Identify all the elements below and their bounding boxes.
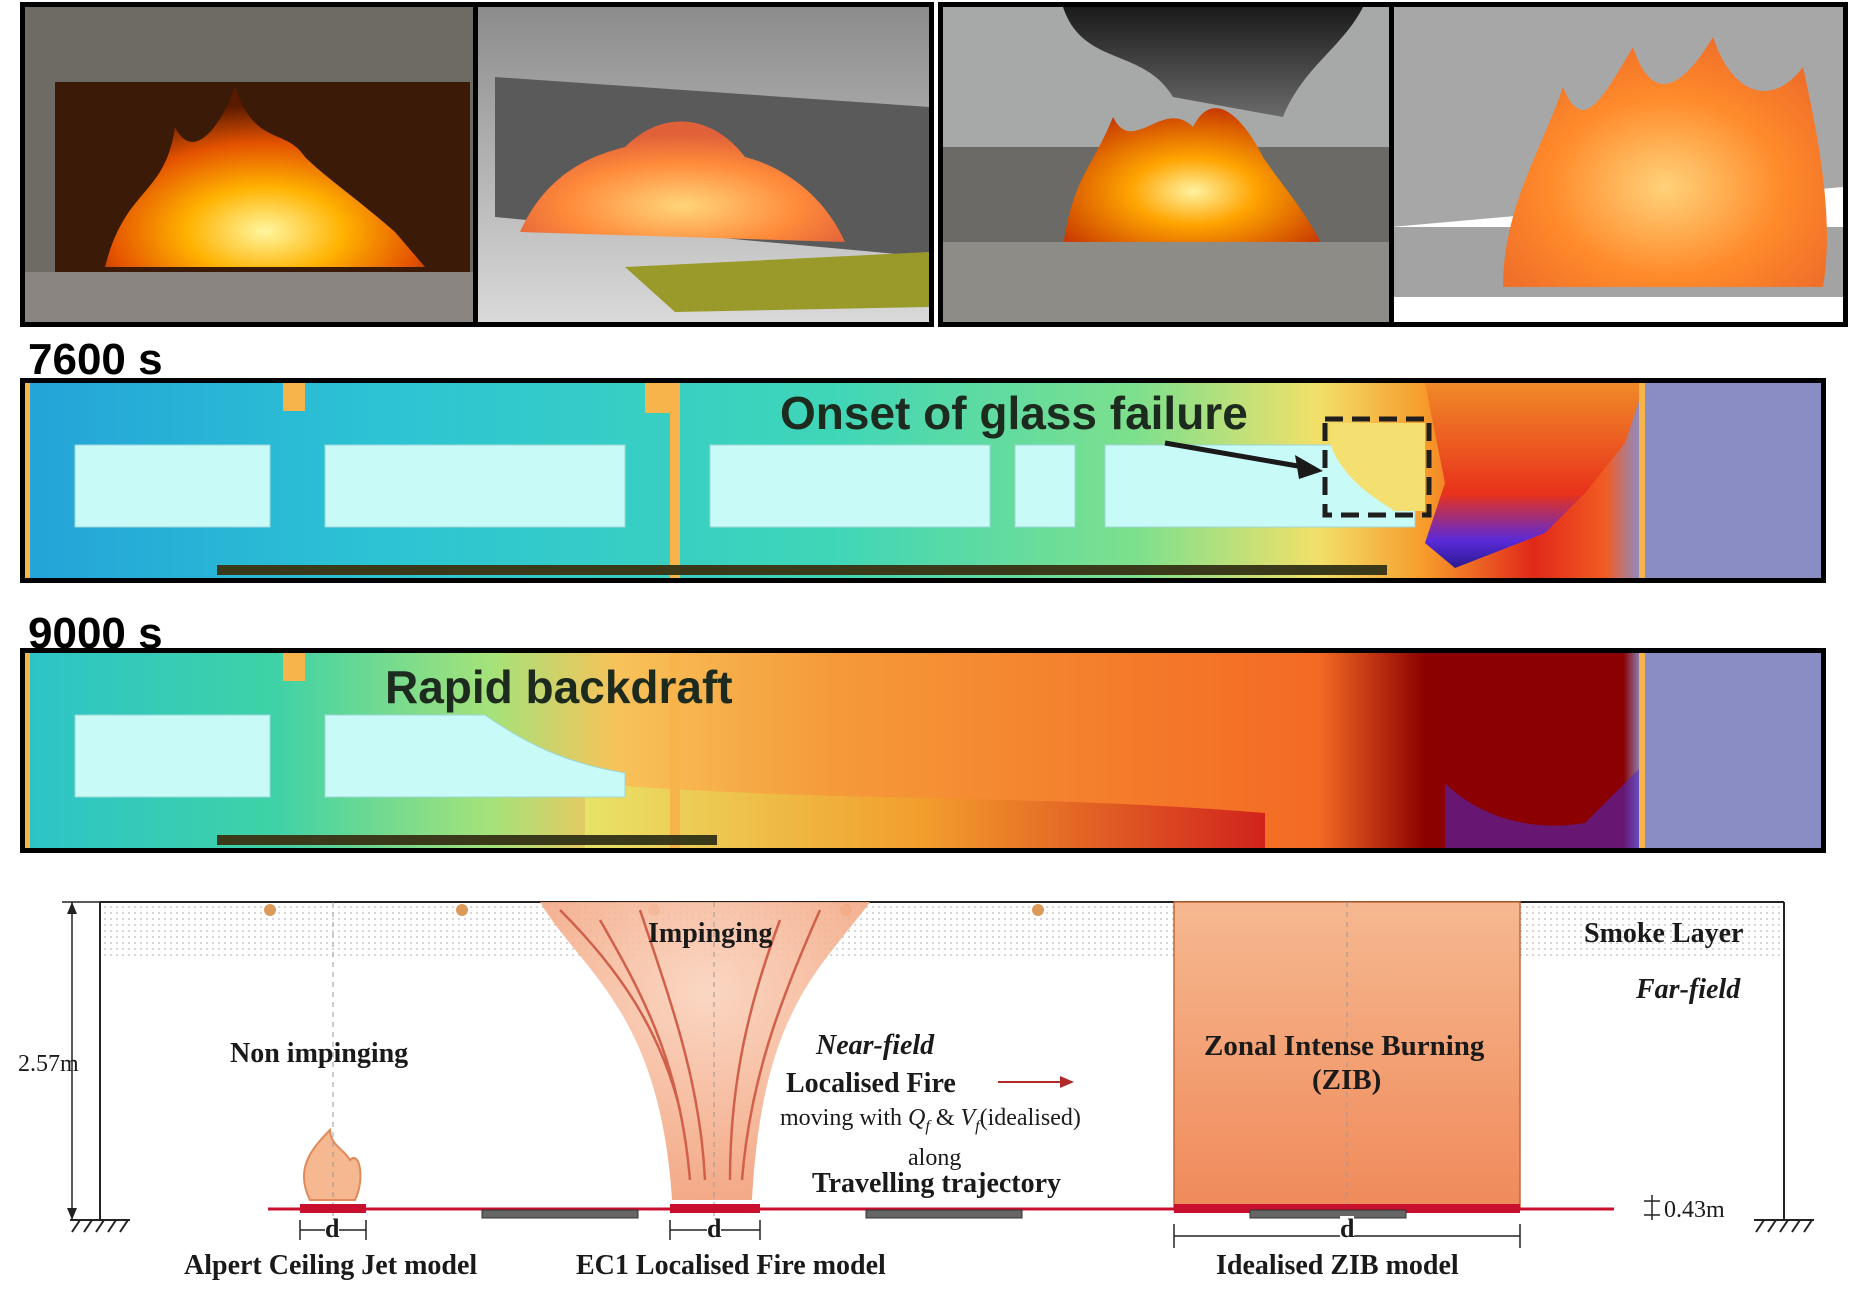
near-field-label: Near-field xyxy=(816,1030,935,1061)
along-label: along xyxy=(908,1145,962,1171)
fuel-tray xyxy=(1249,1209,1407,1219)
window-pane xyxy=(1014,444,1076,528)
annotation-arrow-line xyxy=(1164,440,1316,472)
smoke-layer-band xyxy=(100,902,1784,960)
impinging-plume xyxy=(540,902,870,1200)
d-label-zib: d xyxy=(1340,1214,1355,1243)
height-label: 2.57m xyxy=(18,1051,79,1077)
fire-photo-pair-left xyxy=(25,7,929,322)
dimension-arrow-bottom xyxy=(67,1208,77,1220)
moving-suffix: (idealised) xyxy=(979,1105,1081,1131)
window-pane xyxy=(74,714,271,798)
simulation-panel-7600 xyxy=(20,378,1826,583)
glass-failure-highlight-box xyxy=(1322,416,1432,518)
localised-fire-label: Localised Fire xyxy=(786,1068,956,1099)
plume-streamlines xyxy=(559,909,822,1181)
glass-breach xyxy=(1330,423,1425,511)
window-pane xyxy=(74,444,271,528)
ceiling-sensor xyxy=(1032,904,1044,916)
non-impinging-label: Non impinging xyxy=(230,1038,409,1069)
moving-with-label: moving with Qf & Vf(idealised) xyxy=(780,1106,1081,1135)
exterior-region xyxy=(1643,653,1821,848)
v-subscript: f xyxy=(975,1117,980,1135)
photo-divider-2 xyxy=(1389,7,1394,322)
fuel-bed-strip xyxy=(217,565,1387,575)
time-label-7600: 7600 s xyxy=(28,335,163,384)
render-flame xyxy=(520,121,845,242)
window-pane xyxy=(709,444,991,528)
flame-shape xyxy=(105,87,425,267)
smoke-plume xyxy=(1063,7,1363,117)
structural-block xyxy=(283,383,305,411)
fuel-bed-strip xyxy=(217,835,717,845)
v-symbol: V xyxy=(960,1105,976,1131)
photo-divider xyxy=(473,7,478,322)
partition xyxy=(1639,383,1645,578)
alpert-model-label: Alpert Ceiling Jet model xyxy=(184,1250,478,1281)
dimension-arrow-top xyxy=(67,902,77,914)
ceiling-sensor xyxy=(456,904,468,916)
exterior-region xyxy=(1643,383,1821,578)
d-label-alpert: d xyxy=(325,1214,340,1243)
q-subscript: f xyxy=(925,1117,930,1135)
impinging-label: Impinging xyxy=(648,918,773,949)
offset-label: 0.43m xyxy=(1664,1197,1725,1223)
experiment-photo-group-left xyxy=(20,2,934,327)
travelling-trajectory-label: Travelling trajectory xyxy=(812,1168,1062,1199)
render-fuel-bed xyxy=(625,252,929,312)
smoke-layer-label: Smoke Layer xyxy=(1584,918,1744,949)
edge-band xyxy=(1445,763,1645,848)
fuel-tray xyxy=(481,1209,639,1219)
window-pane xyxy=(324,444,626,528)
lower-hot-band xyxy=(585,783,1265,848)
ceiling-sensor xyxy=(264,904,276,916)
zib-model-label: Idealised ZIB model xyxy=(1216,1250,1459,1281)
fire-source-ec1 xyxy=(670,1204,760,1213)
annotation-arrowhead xyxy=(1295,455,1323,479)
direction-arrowhead xyxy=(1060,1076,1074,1088)
structural-block xyxy=(283,653,305,681)
small-flame-icon xyxy=(302,1127,362,1201)
far-field-label: Far-field xyxy=(1636,974,1741,1005)
experiment-photo-group-right xyxy=(938,2,1848,327)
partition xyxy=(1639,653,1645,848)
partition xyxy=(670,653,680,848)
schematic-drawing xyxy=(62,901,1814,1248)
fire-source-alpert xyxy=(300,1204,366,1213)
ampersand: & xyxy=(935,1105,955,1131)
fire-source-zib xyxy=(1174,1204,1520,1213)
temperature-field-7600 xyxy=(25,383,1821,578)
fire-model-schematic: 2.57m 0.43m Smoke Layer Far-field Imping… xyxy=(0,880,1851,1303)
ec1-model-label: EC1 Localised Fire model xyxy=(576,1250,886,1281)
ground-hatch-left xyxy=(71,1219,129,1233)
zib-title-line2: (ZIB) xyxy=(1312,1064,1382,1096)
backdraft-annotation: Rapid backdraft xyxy=(385,661,733,713)
zib-title-line1: Zonal Intense Burning xyxy=(1204,1030,1485,1062)
simulation-panel-9000 xyxy=(20,648,1826,853)
d-label-ec1: d xyxy=(707,1214,722,1243)
moving-prefix: moving with xyxy=(780,1105,903,1131)
q-symbol: Q xyxy=(908,1105,926,1131)
render-flame-2 xyxy=(1503,37,1827,287)
ground-hatch-right xyxy=(1755,1219,1813,1233)
photo-floor xyxy=(25,272,475,322)
facade-flame xyxy=(1063,108,1323,247)
hot-plume-7600 xyxy=(1425,383,1645,568)
fire-photo-pair-right xyxy=(943,7,1843,322)
photo-ground xyxy=(943,242,1391,322)
fuel-tray xyxy=(865,1209,1023,1219)
wall-edge xyxy=(25,383,30,578)
glass-failure-annotation: Onset of glass failure xyxy=(780,387,1248,439)
temperature-field-9000 xyxy=(25,653,1821,848)
wall-edge xyxy=(25,653,30,848)
window-pane-partial xyxy=(324,714,626,798)
partition xyxy=(670,383,680,578)
